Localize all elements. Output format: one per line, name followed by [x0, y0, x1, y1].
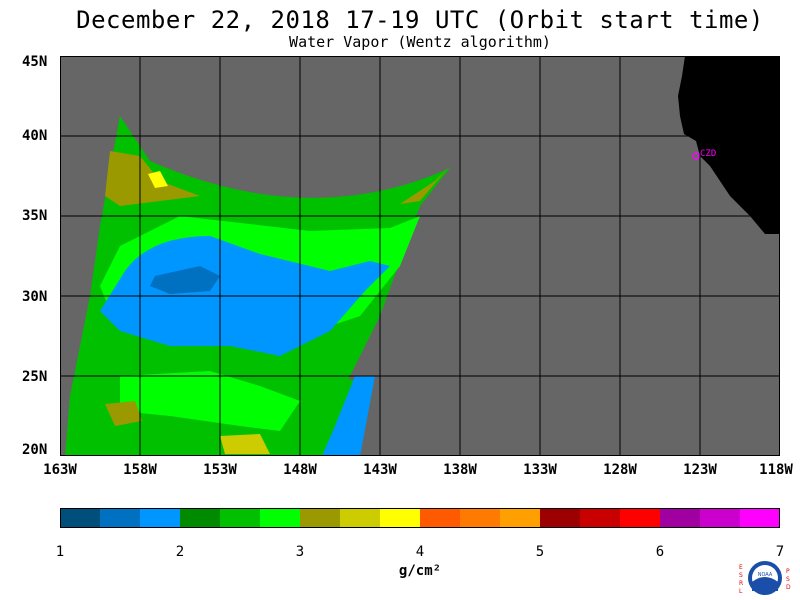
colorbar-cell: [140, 508, 181, 528]
colorbar-cell: [220, 508, 261, 528]
colorbar-tick-2: 2: [175, 544, 185, 560]
lat-label-30n: 30N: [22, 289, 48, 305]
colorbar-cell: [420, 508, 461, 528]
noaa-logo-text: NOAA: [758, 572, 773, 578]
logo-letter-s: S: [739, 572, 743, 579]
colorbar-cell: [620, 508, 661, 528]
lat-label-20n: 20N: [22, 442, 48, 458]
logo-letter-r: R: [739, 580, 743, 587]
logo-letter-s2: S: [786, 576, 790, 583]
lon-label-128w: 128W: [603, 462, 637, 478]
colorbar-cell: [500, 508, 541, 528]
logo-letter-l: L: [739, 588, 743, 595]
page-subtitle: Water Vapor (Wentz algorithm): [289, 33, 551, 51]
colorbar: [60, 508, 780, 528]
colorbar-cell: [580, 508, 621, 528]
map-grid: [60, 56, 780, 456]
colorbar-cell: [540, 508, 581, 528]
satellite-swath: [65, 116, 450, 456]
colorbar-cell: [300, 508, 341, 528]
water-vapor-map: CZD: [60, 56, 780, 456]
colorbar-cells: [60, 508, 780, 528]
noaa-logo: NOAA E S R L P S D: [739, 561, 791, 595]
lon-label-143w: 143W: [363, 462, 397, 478]
colorbar-cell: [180, 508, 221, 528]
colorbar-tick-7: 7: [775, 544, 785, 560]
colorbar-cell: [700, 508, 741, 528]
lon-label-148w: 148W: [283, 462, 317, 478]
colorbar-cell: [660, 508, 701, 528]
colorbar-cell: [740, 508, 780, 528]
page-title: December 22, 2018 17-19 UTC (Orbit start…: [76, 6, 764, 34]
colorbar-tick-6: 6: [655, 544, 665, 560]
lon-label-123w: 123W: [683, 462, 717, 478]
lat-label-45n: 45N: [22, 54, 48, 70]
colorbar-frame: [60, 508, 780, 528]
land-mass: [678, 56, 780, 234]
lat-label-40n: 40N: [22, 128, 48, 144]
colorbar-cell: [60, 508, 101, 528]
logo-letter-p: P: [786, 568, 790, 575]
colorbar-cell: [460, 508, 501, 528]
lon-label-118w: 118W: [759, 462, 793, 478]
colorbar-units: g/cm²: [398, 563, 442, 579]
colorbar-cell: [100, 508, 141, 528]
logo-letter-e: E: [739, 564, 743, 571]
lon-label-163w: 163W: [43, 462, 77, 478]
lon-label-133w: 133W: [523, 462, 557, 478]
lat-label-25n: 25N: [22, 369, 48, 385]
colorbar-cell: [260, 508, 301, 528]
station-label: CZD: [700, 149, 716, 159]
colorbar-cell: [340, 508, 381, 528]
lon-label-153w: 153W: [203, 462, 237, 478]
colorbar-tick-1: 1: [55, 544, 65, 560]
colorbar-cell: [380, 508, 421, 528]
logo-letter-d: D: [786, 584, 791, 591]
lon-label-158w: 158W: [123, 462, 157, 478]
colorbar-tick-3: 3: [295, 544, 305, 560]
map-frame: [60, 56, 780, 456]
lat-label-35n: 35N: [22, 208, 48, 224]
lon-label-138w: 138W: [443, 462, 477, 478]
colorbar-tick-4: 4: [415, 544, 425, 560]
colorbar-tick-5: 5: [535, 544, 545, 560]
station-marker: [692, 152, 700, 160]
